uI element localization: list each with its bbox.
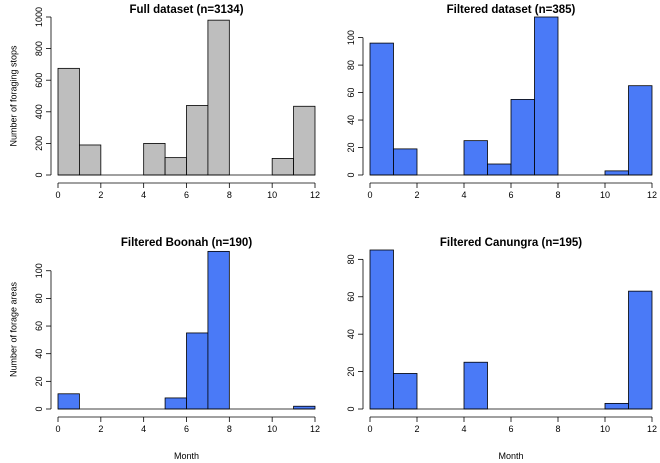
y-axis-label: Number of foraging stops [8,45,18,147]
x-tick-label: 12 [647,424,657,434]
histogram-bar [79,144,102,176]
x-tick-label: 6 [184,190,189,200]
histogram-bar [534,16,559,176]
x-tick-label: 12 [310,190,320,200]
x-tick-label: 4 [461,424,466,434]
panel-title: Filtered Canungra (n=195) [440,237,582,249]
y-tick-label: 20 [346,143,356,153]
y-tick-label: 600 [34,73,44,88]
y-tick-label: 0 [34,172,44,177]
histogram-bar [369,42,394,176]
y-tick-label: 20 [34,376,44,386]
y-axis-label: Number of forage areas [8,281,18,377]
x-tick-label: 2 [98,424,103,434]
y-tick-label: 60 [346,292,356,302]
x-tick-label: 2 [414,190,419,200]
histogram-bar [463,140,488,176]
x-tick-label: 2 [98,190,103,200]
histogram-bar [628,85,653,176]
x-tick-label: 2 [414,424,419,434]
histogram-bar [143,142,166,176]
y-tick-label: 800 [34,41,44,56]
y-tick-label: 60 [346,88,356,98]
histogram-bar [271,158,294,176]
histogram-bar [463,361,488,410]
y-tick-label: 80 [34,293,44,303]
y-tick-label: 20 [346,367,356,377]
x-axis-label: Month [174,451,199,461]
histogram-bar [57,67,80,176]
histogram-bar [604,402,629,410]
histogram-bar [393,373,418,410]
y-tick-label: 40 [346,329,356,339]
histogram-bar [164,157,187,176]
histogram-bar [186,332,209,410]
x-tick-label: 10 [267,190,277,200]
histogram-bar [369,249,394,410]
x-tick-label: 4 [141,424,146,434]
y-tick-label: 200 [34,136,44,151]
histogram-bar [604,170,629,176]
x-tick-label: 8 [555,424,560,434]
histogram-bar [628,290,653,410]
y-tick-label: 0 [34,406,44,411]
panel-filtered-boonah: Filtered Boonah (n=190) Number of forage… [8,237,320,461]
x-tick-label: 8 [227,190,232,200]
histogram-bar [510,99,535,176]
x-tick-label: 12 [647,190,657,200]
x-tick-label: 6 [508,424,513,434]
x-tick-label: 0 [367,190,372,200]
histogram-bar [393,148,418,176]
x-tick-label: 0 [55,424,60,434]
histogram-bar [57,393,80,410]
histogram-bar [164,397,187,410]
panel-filtered-dataset: Filtered dataset (n=385) 0 2 4 6 8 10 12 0 20 40 6… [346,4,657,200]
histogram-bar [487,163,512,176]
x-tick-label: 10 [267,424,277,434]
x-tick-label: 12 [310,424,320,434]
x-tick-label: 6 [508,190,513,200]
panel-title: Filtered dataset (n=385) [447,4,576,16]
x-tick-label: 8 [555,190,560,200]
y-tick-label: 0 [346,406,356,411]
panel-title: Full dataset (n=3134) [129,4,243,16]
x-tick-label: 10 [600,190,610,200]
y-tick-label: 40 [346,115,356,125]
x-tick-label: 6 [184,424,189,434]
x-tick-label: 4 [141,190,146,200]
histogram-bar [293,405,316,410]
x-tick-label: 0 [367,424,372,434]
histogram-bar [293,105,316,176]
x-tick-label: 0 [55,190,60,200]
y-tick-label: 0 [346,172,356,177]
panel-full-dataset: Full dataset (n=3134) Number of foraging… [8,4,320,200]
x-tick-label: 10 [600,424,610,434]
y-tick-label: 80 [346,254,356,264]
y-tick-label: 40 [34,349,44,359]
histogram-bar [207,19,230,176]
x-axis-label: Month [498,451,523,461]
x-tick-label: 8 [227,424,232,434]
x-tick-label: 4 [461,190,466,200]
y-tick-label: 1000 [34,7,44,27]
histogram-bar [207,250,230,410]
y-tick-label: 400 [34,104,44,119]
y-tick-label: 100 [346,30,356,45]
y-tick-label: 80 [346,60,356,70]
histogram-bar [186,105,209,176]
panel-filtered-canungra: Filtered Canungra (n=195) Month 0 2 4 6 8 10 1… [346,237,657,461]
y-tick-label: 100 [34,263,44,278]
panel-title: Filtered Boonah (n=190) [121,237,252,249]
y-tick-label: 60 [34,321,44,331]
